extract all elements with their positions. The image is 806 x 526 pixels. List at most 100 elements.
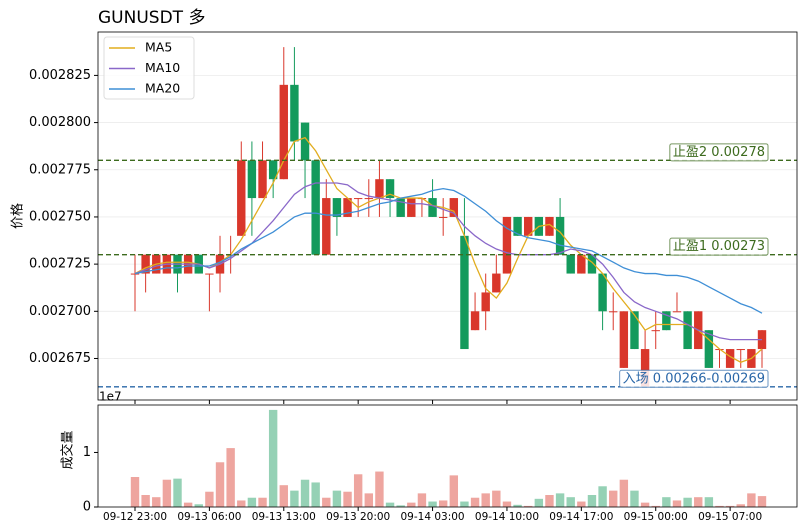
candle-body xyxy=(290,84,299,142)
volume-bar xyxy=(757,496,767,507)
volume-bar xyxy=(311,482,320,507)
volume-bar xyxy=(258,497,267,507)
candle-body xyxy=(619,311,629,368)
volume-bar xyxy=(173,478,182,507)
candle-body xyxy=(492,273,501,293)
volume-bar xyxy=(725,505,735,507)
candle-body xyxy=(375,179,384,199)
volume-bar xyxy=(407,502,416,507)
x-tick-label: 09-13 13:00 xyxy=(252,511,316,523)
reference-label: 入场 0.00266-0.00269 xyxy=(623,371,765,386)
y-tick-label: 0.002675 xyxy=(29,351,91,366)
volume-bar xyxy=(162,479,172,507)
volume-bar xyxy=(619,479,629,507)
volume-bar xyxy=(545,495,554,507)
volume-bar xyxy=(268,409,278,507)
volume-bar xyxy=(683,497,692,507)
candle-body xyxy=(311,160,320,255)
volume-bar xyxy=(417,493,427,507)
volume-bar xyxy=(694,497,703,507)
y-tick-label: 0.002825 xyxy=(29,68,91,83)
candle-body xyxy=(555,216,565,255)
y-tick-label: 0.002800 xyxy=(29,115,91,130)
candle-body xyxy=(481,292,490,312)
volume-bar xyxy=(747,493,756,507)
volume-bar xyxy=(247,497,257,507)
candle-body xyxy=(460,235,469,350)
ma-line xyxy=(134,136,763,363)
volume-bar xyxy=(555,493,565,507)
candle-body xyxy=(736,349,745,351)
volume-bar xyxy=(300,479,310,507)
volume-bar xyxy=(577,501,586,507)
y-tick-label: 0.002700 xyxy=(29,304,91,319)
candle-body xyxy=(524,216,533,236)
volume-bar xyxy=(237,500,246,507)
reference-label-box xyxy=(669,143,769,162)
volume-bar xyxy=(449,475,459,507)
legend-box xyxy=(103,36,195,100)
volume-bar xyxy=(672,500,682,507)
candle-body xyxy=(545,216,554,236)
y-axis-label: 价格 xyxy=(10,203,26,229)
volume-bar xyxy=(662,497,671,507)
volume-offset-label: 1e7 xyxy=(99,390,122,404)
candle-body xyxy=(322,198,331,255)
volume-bar xyxy=(152,497,161,507)
reference-label-box xyxy=(619,369,769,388)
volume-bar xyxy=(502,501,512,507)
candle-body xyxy=(407,198,416,217)
candle-body xyxy=(130,273,140,275)
candle-body xyxy=(141,254,150,274)
volume-bar xyxy=(226,448,235,507)
volume-bar xyxy=(736,504,745,507)
y-tick-label: 0.002725 xyxy=(29,257,91,272)
volume-bar xyxy=(524,505,533,507)
legend-label: MA5 xyxy=(145,40,172,55)
candle-body xyxy=(268,160,278,180)
volume-bar xyxy=(534,498,544,507)
volume-bar xyxy=(428,501,437,507)
volume-bar xyxy=(353,474,363,507)
candle-body xyxy=(300,122,310,161)
volume-bar xyxy=(290,490,299,507)
candle-body xyxy=(609,311,618,313)
volume-axis-label: 成交量 xyxy=(60,430,76,469)
ma-line xyxy=(134,187,763,314)
x-tick-label: 09-15 07:00 xyxy=(698,511,762,523)
candle-body xyxy=(704,330,714,368)
volume-bar xyxy=(470,497,480,507)
volume-bar xyxy=(130,477,140,507)
candle-body xyxy=(332,198,342,217)
candle-body xyxy=(577,254,586,274)
candle-body xyxy=(587,254,597,274)
candle-body xyxy=(205,273,214,275)
volume-bar xyxy=(375,471,384,507)
volume-bar xyxy=(651,505,660,507)
y-tick-label: 0.002775 xyxy=(29,162,91,177)
legend-label: MA10 xyxy=(145,60,180,75)
candle-body xyxy=(438,216,448,218)
chart-title: GUNUSDT 多 xyxy=(98,8,205,28)
x-tick-label: 09-12 23:00 xyxy=(103,511,167,523)
volume-bar xyxy=(215,462,225,507)
candle-body xyxy=(396,198,405,217)
volume-bar xyxy=(141,495,150,507)
candle-body xyxy=(640,349,650,387)
volume-bar xyxy=(492,490,501,507)
candle-body xyxy=(598,273,607,312)
candle-body xyxy=(513,216,522,236)
candle-body xyxy=(651,330,660,332)
x-tick-label: 09-13 06:00 xyxy=(177,511,241,523)
volume-bar xyxy=(343,491,352,507)
volume-bar xyxy=(438,500,448,507)
candle-body xyxy=(385,179,395,199)
candle-body xyxy=(353,198,363,200)
candle-body xyxy=(364,198,373,200)
y-tick-label: 0.002750 xyxy=(29,209,91,224)
volume-frame xyxy=(97,404,798,508)
volume-bar xyxy=(715,505,724,507)
volume-bar xyxy=(640,502,650,507)
volume-bar xyxy=(322,497,331,507)
candle-body xyxy=(343,198,352,217)
